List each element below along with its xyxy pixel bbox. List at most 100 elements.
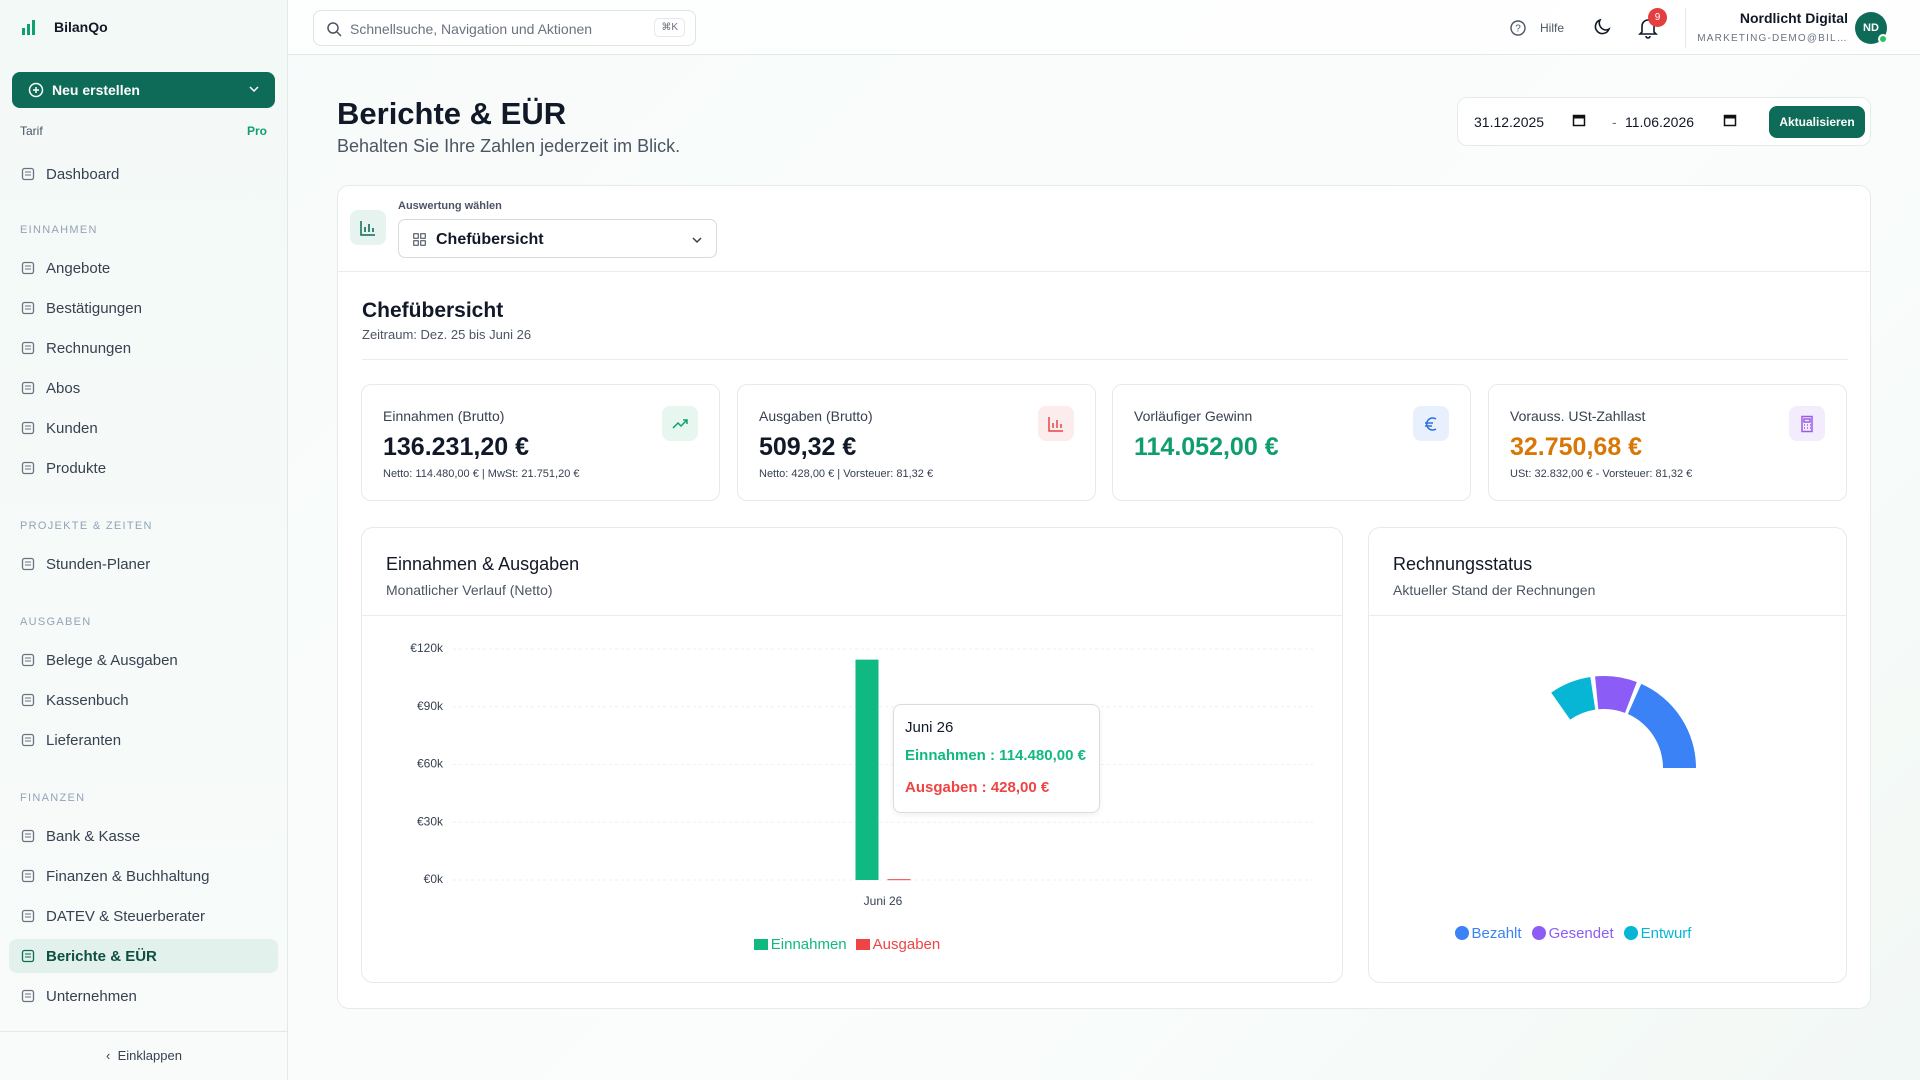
legend-item[interactable]: Einnahmen	[753, 934, 847, 954]
calendar-icon[interactable]	[1723, 113, 1737, 127]
icon-shape	[21, 693, 35, 707]
icon-shape	[25, 657, 31, 662]
kpi-label: Einnahmen (Brutto)	[383, 408, 505, 424]
nav-label: Berichte & EÜR	[46, 948, 157, 965]
nav-icon	[21, 653, 35, 667]
kpi-icon	[1413, 406, 1449, 441]
topbar: Schnellsuche, Navigation und Aktionen ⌘K…	[288, 0, 1920, 55]
kpi-card: Vorauss. USt-Zahllast 32.750,68 € USt: 32.…	[1488, 384, 1847, 501]
legend-label: Entwurf	[1640, 924, 1692, 942]
nav-icon	[21, 829, 35, 843]
grid-icon	[413, 233, 426, 246]
nav-item[interactable]: Kunden	[9, 411, 278, 445]
icon-shape	[21, 167, 35, 181]
icon-shape	[21, 301, 35, 315]
nav-item[interactable]: Rechnungen	[9, 331, 278, 365]
create-button[interactable]: Neu erstellen	[12, 72, 275, 108]
nav-item[interactable]: Kassenbuch	[9, 683, 278, 717]
divider	[362, 359, 1848, 360]
legend-label: Bezahlt	[1471, 924, 1522, 942]
icon-shape	[25, 465, 31, 470]
icon-shape	[25, 265, 31, 270]
legend-item[interactable]: Ausgaben	[855, 934, 940, 954]
search-placeholder: Schnellsuche, Navigation und Aktionen	[350, 21, 593, 37]
chevron	[692, 237, 702, 244]
report-selector[interactable]: Chefübersicht	[398, 219, 717, 258]
icon	[1425, 417, 1437, 431]
nav-item[interactable]: Lieferanten	[9, 723, 278, 757]
nav-item[interactable]: Bank & Kasse	[9, 819, 278, 853]
status-dot	[1878, 34, 1888, 44]
legend-item[interactable]: Gesendet	[1531, 923, 1614, 943]
collapse-button[interactable]: ‹ Einklappen	[106, 1048, 182, 1063]
nav-section-title: PROJEKTE & ZEITEN	[20, 520, 153, 532]
report-period: Zeitraum: Dez. 25 bis Juni 26	[362, 327, 532, 342]
nav-item[interactable]: Berichte & EÜR	[9, 939, 278, 973]
nav-label: Belege & Ausgaben	[46, 652, 178, 669]
icon-shape	[21, 989, 35, 1003]
icon-shape	[25, 993, 31, 998]
theme-toggle[interactable]	[1592, 17, 1612, 37]
legend-label: Gesendet	[1548, 924, 1614, 942]
page-title: Berichte & EÜR	[337, 96, 567, 131]
nav-item[interactable]: Unternehmen	[9, 979, 278, 1013]
tooltip-line: Ausgaben : 428,00 €	[905, 779, 1050, 796]
nav-label: Kassenbuch	[46, 692, 129, 709]
divider	[1369, 615, 1846, 616]
kpi-value: 32.750,68 €	[1510, 433, 1643, 461]
legend-item[interactable]: Entwurf	[1623, 923, 1692, 943]
icon-shape	[21, 341, 35, 355]
help-label[interactable]: Hilfe	[1540, 21, 1565, 35]
icon-shape	[21, 949, 35, 963]
nav-item[interactable]: Belege & Ausgaben	[9, 643, 278, 677]
kpi-card: Vorläufiger Gewinn 114.052,00 €	[1112, 384, 1471, 501]
icon-shape	[21, 869, 35, 883]
logo-icon	[22, 20, 35, 35]
nav-item[interactable]: Bestätigungen	[9, 291, 278, 325]
date-to[interactable]: 11.06.2026	[1625, 114, 1695, 130]
legend: Einnahmen Ausgaben	[647, 934, 1047, 954]
nav-item[interactable]: Abos	[9, 371, 278, 405]
nav-label: Bank & Kasse	[46, 828, 141, 845]
nav-icon	[21, 949, 35, 963]
nav-label: Finanzen & Buchhaltung	[46, 868, 210, 885]
nav-icon	[21, 869, 35, 883]
icon-shape	[25, 345, 31, 350]
status-chart-card: Rechnungsstatus Aktueller Stand der Rech…	[1368, 527, 1847, 983]
nav-icon	[21, 261, 35, 275]
legend-swatch	[1623, 926, 1638, 940]
nav-item[interactable]: Produkte	[9, 451, 278, 485]
refresh-button[interactable]: Aktualisieren	[1769, 106, 1865, 138]
nav-section-title: AUSGABEN	[20, 616, 92, 628]
selector-value: Chefübersicht	[436, 231, 544, 248]
icon	[1801, 415, 1813, 433]
icon-shape	[21, 461, 35, 475]
kpi-label: Ausgaben (Brutto)	[759, 408, 873, 424]
icon-shape	[25, 697, 31, 702]
date-from[interactable]: 31.12.2025	[1474, 114, 1545, 130]
nav-label: Kunden	[46, 420, 98, 437]
date-separator: -	[1612, 114, 1617, 130]
legend-swatch	[1531, 926, 1546, 940]
legend-label: Einnahmen	[770, 935, 847, 953]
tooltip-line: Einnahmen : 114.480,00 €	[905, 747, 1086, 764]
search-box[interactable]: Schnellsuche, Navigation und Aktionen ⌘K	[313, 10, 696, 46]
nav-label: Lieferanten	[46, 732, 122, 749]
kpi-card: Einnahmen (Brutto) 136.231,20 € Netto: 114…	[361, 384, 720, 501]
date-range: 31.12.2025 - 11.06.2026 Aktualisieren	[1457, 97, 1871, 146]
kpi-detail: Netto: 428,00 € | Vorsteuer: 81,32 €	[759, 468, 934, 480]
nav-item[interactable]: Dashboard	[9, 157, 278, 191]
nav-item[interactable]: Angebote	[9, 251, 278, 285]
calendar-icon[interactable]	[1572, 113, 1586, 127]
nav-icon	[21, 381, 35, 395]
nav-icon	[21, 557, 35, 571]
nav-item[interactable]: DATEV & Steuerberater	[9, 899, 278, 933]
nav-icon	[21, 733, 35, 747]
nav-icon	[21, 989, 35, 1003]
nav-item[interactable]: Stunden-Planer	[9, 547, 278, 581]
chart-title: Einnahmen & Ausgaben	[386, 554, 580, 574]
nav-item[interactable]: Finanzen & Buchhaltung	[9, 859, 278, 893]
create-label: Neu erstellen	[52, 82, 140, 98]
legend-item[interactable]: Bezahlt	[1454, 923, 1522, 943]
icon-shape	[25, 171, 31, 176]
